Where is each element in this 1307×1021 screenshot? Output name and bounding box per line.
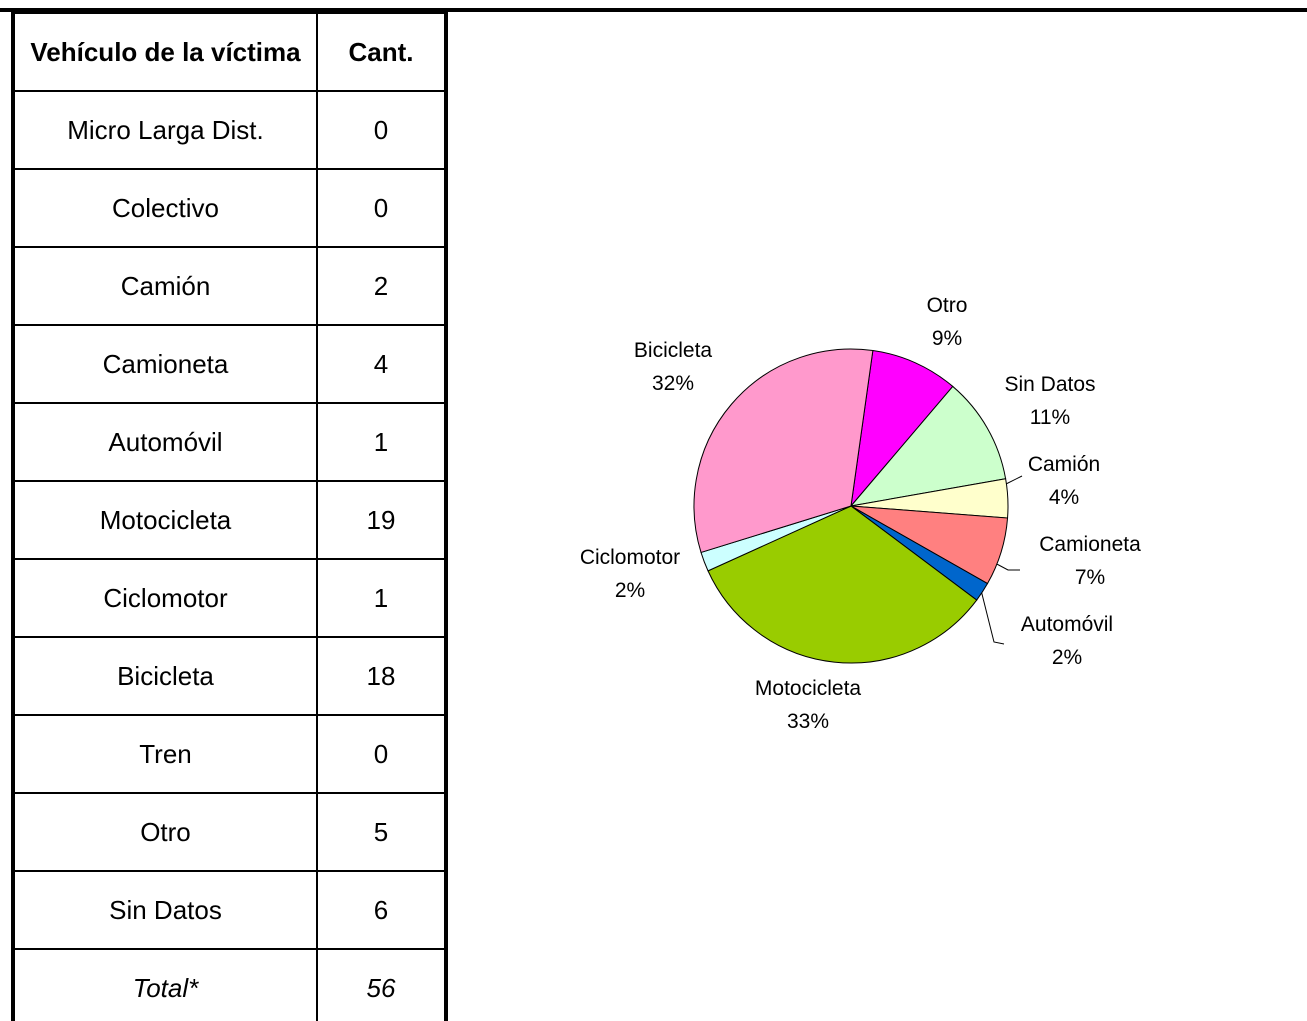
table-cell: Micro Larga Dist. bbox=[12, 90, 318, 170]
table-row: Automóvil 1 bbox=[12, 402, 447, 482]
table-cell: Total* bbox=[12, 948, 318, 1021]
slice-label: Automóvil bbox=[1021, 613, 1113, 636]
slice-percent: 4% bbox=[1049, 486, 1079, 509]
leader-line bbox=[992, 561, 1020, 571]
table-cell: Automóvil bbox=[12, 402, 318, 482]
table-cell: 1 bbox=[316, 558, 447, 638]
table-cell: Sin Datos bbox=[12, 870, 318, 950]
slice-label: Bicicleta bbox=[634, 339, 713, 362]
slice-percent: 33% bbox=[787, 710, 829, 733]
table-cell: 56 bbox=[316, 948, 447, 1021]
slice-label: Sin Datos bbox=[1004, 373, 1095, 396]
table-cell: Camioneta bbox=[12, 324, 318, 404]
table-cell: Colectivo bbox=[12, 168, 318, 248]
slice-label: Camión bbox=[1028, 453, 1100, 476]
table-cell: Tren bbox=[12, 714, 318, 794]
table-row: Camioneta 4 bbox=[12, 324, 447, 404]
header-cell: Vehículo de la víctima bbox=[12, 11, 318, 92]
table-row: Sin Datos 6 bbox=[12, 870, 447, 950]
top-border bbox=[0, 8, 1307, 12]
table-cell: 19 bbox=[316, 480, 447, 560]
pie-slice bbox=[693, 348, 874, 554]
table-row: Camión 2 bbox=[12, 246, 447, 326]
table-cell: 2 bbox=[316, 246, 447, 326]
table-cell: 0 bbox=[316, 90, 447, 170]
slice-label: Motocicleta bbox=[755, 677, 862, 700]
table-cell: 6 bbox=[316, 870, 447, 950]
table-row: Colectivo 0 bbox=[12, 168, 447, 248]
pie-slice bbox=[850, 349, 954, 508]
leader-line bbox=[980, 589, 1005, 645]
pie-slice bbox=[849, 385, 1007, 507]
table-row: Bicicleta 18 bbox=[12, 636, 447, 716]
table-cell: Camión bbox=[12, 246, 318, 326]
table-cell: 0 bbox=[316, 168, 447, 248]
table-row: Otro 5 bbox=[12, 792, 447, 872]
data-table: Vehículo de la víctima Cant. Micro Larga… bbox=[11, 10, 448, 1021]
table-cell: Bicicleta bbox=[12, 636, 318, 716]
slice-label: Camioneta bbox=[1039, 533, 1141, 556]
slice-percent: 7% bbox=[1075, 566, 1105, 589]
header-cell: Cant. bbox=[316, 11, 447, 92]
table-row: Ciclomotor 1 bbox=[12, 558, 447, 638]
table-cell: 0 bbox=[316, 714, 447, 794]
slice-percent: 9% bbox=[932, 327, 962, 350]
slice-percent: 2% bbox=[1052, 646, 1082, 669]
table-cell: 18 bbox=[316, 636, 447, 716]
header-row: Vehículo de la víctima Cant. bbox=[12, 11, 447, 92]
table-cell: 1 bbox=[316, 402, 447, 482]
slice-label: Ciclomotor bbox=[580, 546, 680, 569]
slice-label: Otro bbox=[927, 294, 968, 317]
table-row: Total* 56 bbox=[12, 948, 447, 1021]
table-cell: Motocicleta bbox=[12, 480, 318, 560]
table-row: Micro Larga Dist. 0 bbox=[12, 90, 447, 170]
table-cell: 5 bbox=[316, 792, 447, 872]
slice-percent: 2% bbox=[615, 579, 645, 602]
pie-slice bbox=[707, 505, 978, 664]
table-row: Tren 0 bbox=[12, 714, 447, 794]
table-row: Motocicleta 19 bbox=[12, 480, 447, 560]
table-cell: Ciclomotor bbox=[12, 558, 318, 638]
slice-percent: 32% bbox=[652, 372, 694, 395]
leader-line bbox=[1005, 475, 1023, 485]
slice-percent: 11% bbox=[1030, 406, 1070, 429]
table-cell: 4 bbox=[316, 324, 447, 404]
table-cell: Otro bbox=[12, 792, 318, 872]
